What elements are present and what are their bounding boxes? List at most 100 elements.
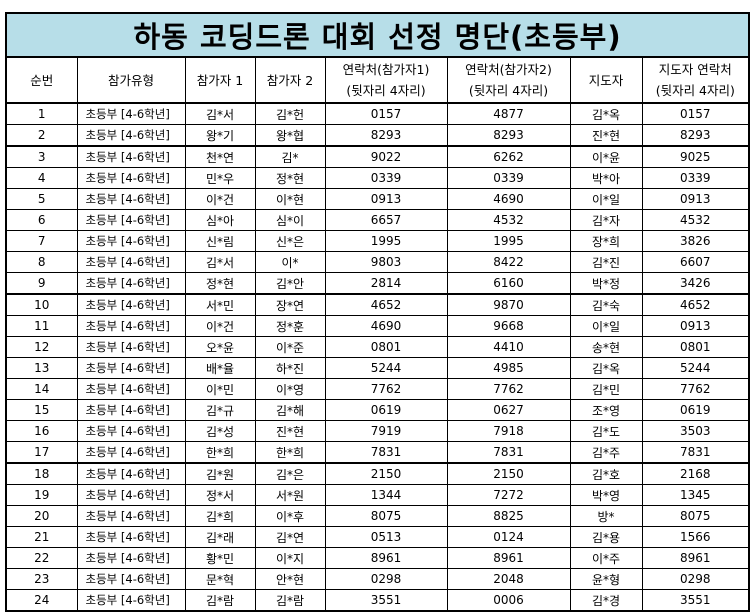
cell-contact1: 0801	[324, 336, 448, 358]
cell-participant2: 김*헌	[254, 102, 326, 125]
cell-contact2: 4532	[446, 209, 571, 231]
cell-participant2: 안*현	[254, 568, 326, 590]
cell-contact1: 6657	[324, 209, 448, 231]
cell-participant2: 이*	[254, 251, 326, 273]
cell-contact1: 9803	[324, 251, 448, 273]
cell-coach: 이*일	[569, 315, 643, 337]
cell-coach-contact: 7831	[641, 441, 750, 464]
sheet-title: 하동 코딩드론 대회 선정 명단(초등부)	[5, 12, 750, 58]
cell-participant2: 서*원	[254, 484, 326, 506]
cell-participant1: 이*건	[184, 188, 256, 210]
cell-participant1: 심*아	[184, 209, 256, 231]
cell-participant1: 천*연	[184, 145, 256, 168]
cell-no: 20	[5, 505, 78, 527]
cell-type: 초등부 [4-6학년]	[76, 378, 186, 400]
cell-type: 초등부 [4-6학년]	[76, 357, 186, 379]
header-participant2: 참가자 2	[254, 56, 326, 104]
cell-coach-contact: 8293	[641, 124, 750, 147]
cell-contact2: 7272	[446, 484, 571, 506]
cell-no: 2	[5, 124, 78, 147]
cell-coach-contact: 2168	[641, 462, 750, 485]
cell-no: 8	[5, 251, 78, 273]
table-row: 16 초등부 [4-6학년] 김*성 진*현 7919 7918 김*도 3503	[5, 420, 750, 442]
cell-participant1: 신*림	[184, 230, 256, 252]
cell-coach-contact: 3551	[641, 589, 750, 612]
cell-participant1: 황*민	[184, 547, 256, 569]
cell-participant1: 김*규	[184, 399, 256, 421]
cell-participant1: 김*원	[184, 462, 256, 485]
header-coach: 지도자	[569, 56, 643, 104]
cell-participant1: 문*혁	[184, 568, 256, 590]
table-row: 15 초등부 [4-6학년] 김*규 김*해 0619 0627 조*영 0619	[5, 399, 750, 421]
table-row: 19 초등부 [4-6학년] 정*서 서*원 1344 7272 박*영 1345	[5, 484, 750, 506]
cell-contact2: 8825	[446, 505, 571, 527]
cell-type: 초등부 [4-6학년]	[76, 441, 186, 464]
cell-participant2: 정*현	[254, 167, 326, 189]
cell-contact2: 7831	[446, 441, 571, 464]
cell-coach: 김*숙	[569, 293, 643, 316]
table-row: 5 초등부 [4-6학년] 이*건 이*현 0913 4690 이*일 0913	[5, 188, 750, 210]
cell-participant2: 신*은	[254, 230, 326, 252]
cell-no: 19	[5, 484, 78, 506]
cell-contact1: 7762	[324, 378, 448, 400]
cell-participant2: 이*지	[254, 547, 326, 569]
table-row: 21 초등부 [4-6학년] 김*래 김*연 0513 0124 김*용 1566	[5, 526, 750, 548]
table-row: 17 초등부 [4-6학년] 한*희 한*희 7831 7831 김*주 7831	[5, 441, 750, 464]
cell-coach-contact: 5244	[641, 357, 750, 379]
cell-type: 초등부 [4-6학년]	[76, 568, 186, 590]
cell-contact2: 9870	[446, 293, 571, 316]
cell-contact1: 1344	[324, 484, 448, 506]
cell-contact2: 7762	[446, 378, 571, 400]
cell-participant1: 민*우	[184, 167, 256, 189]
cell-coach: 송*현	[569, 336, 643, 358]
cell-participant2: 김*람	[254, 589, 326, 612]
cell-coach-contact: 0298	[641, 568, 750, 590]
cell-participant2: 이*후	[254, 505, 326, 527]
table-row: 4 초등부 [4-6학년] 민*우 정*현 0339 0339 박*아 0339	[5, 167, 750, 189]
cell-no: 9	[5, 272, 78, 295]
cell-contact1: 8961	[324, 547, 448, 569]
cell-type: 초등부 [4-6학년]	[76, 526, 186, 548]
cell-type: 초등부 [4-6학년]	[76, 272, 186, 295]
cell-contact2: 0006	[446, 589, 571, 612]
cell-type: 초등부 [4-6학년]	[76, 124, 186, 147]
cell-no: 4	[5, 167, 78, 189]
cell-type: 초등부 [4-6학년]	[76, 102, 186, 125]
cell-coach: 김*옥	[569, 357, 643, 379]
cell-type: 초등부 [4-6학년]	[76, 399, 186, 421]
header-contact2: 연락처(참가자2) (뒷자리 4자리)	[446, 56, 571, 104]
cell-coach: 김*옥	[569, 102, 643, 125]
cell-participant2: 이*영	[254, 378, 326, 400]
cell-coach: 김*경	[569, 589, 643, 612]
cell-coach: 김*자	[569, 209, 643, 231]
cell-coach-contact: 0157	[641, 102, 750, 125]
cell-coach-contact: 1566	[641, 526, 750, 548]
cell-type: 초등부 [4-6학년]	[76, 547, 186, 569]
cell-participant1: 한*희	[184, 441, 256, 464]
cell-coach: 장*희	[569, 230, 643, 252]
cell-participant1: 김*서	[184, 251, 256, 273]
cell-coach: 김*호	[569, 462, 643, 485]
cell-participant1: 이*민	[184, 378, 256, 400]
table-row: 1 초등부 [4-6학년] 김*서 김*헌 0157 4877 김*옥 0157	[5, 102, 750, 125]
cell-coach: 방*	[569, 505, 643, 527]
cell-participant2: 김*해	[254, 399, 326, 421]
table-row: 22 초등부 [4-6학년] 황*민 이*지 8961 8961 이*주 8961	[5, 547, 750, 569]
cell-participant1: 오*윤	[184, 336, 256, 358]
cell-contact1: 1995	[324, 230, 448, 252]
cell-no: 15	[5, 399, 78, 421]
cell-coach-contact: 6607	[641, 251, 750, 273]
header-type: 참가유형	[76, 56, 186, 104]
cell-coach-contact: 0801	[641, 336, 750, 358]
table-row: 20 초등부 [4-6학년] 김*희 이*후 8075 8825 방* 8075	[5, 505, 750, 527]
cell-coach-contact: 7762	[641, 378, 750, 400]
cell-contact2: 0124	[446, 526, 571, 548]
cell-coach-contact: 3503	[641, 420, 750, 442]
table-row: 10 초등부 [4-6학년] 서*민 장*연 4652 9870 김*숙 4652	[5, 293, 750, 316]
cell-participant2: 김*은	[254, 462, 326, 485]
cell-contact2: 8961	[446, 547, 571, 569]
cell-participant1: 배*율	[184, 357, 256, 379]
cell-no: 13	[5, 357, 78, 379]
cell-contact1: 3551	[324, 589, 448, 612]
table-row: 12 초등부 [4-6학년] 오*윤 이*준 0801 4410 송*현 0801	[5, 336, 750, 358]
